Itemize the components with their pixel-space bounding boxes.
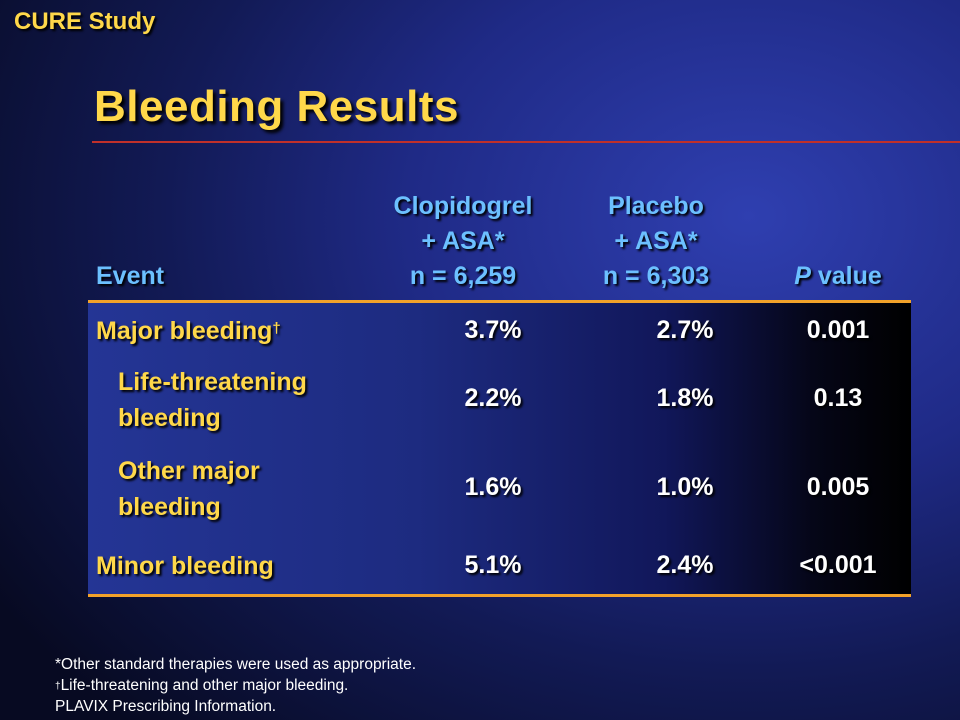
slide-title: Bleeding Results	[94, 82, 459, 131]
row-placebo-value: 2.7%	[656, 316, 714, 344]
header-p-italic: P	[794, 262, 811, 290]
row-event-line1: Life-threatening	[118, 368, 307, 396]
slide-label: CURE Study	[14, 8, 156, 35]
header-placebo-line2: + ASA*	[614, 227, 698, 255]
table-row: Minor bleeding 5.1% 2.4% <0.001	[88, 548, 911, 588]
header-placebo-line3: n = 6,303	[602, 262, 710, 290]
footnote-2-text: Life-threatening and other major bleedin…	[60, 677, 349, 694]
row-event-line2: bleeding	[118, 404, 221, 432]
table-row: Major bleeding† 3.7% 2.7% 0.001	[88, 313, 911, 353]
header-clopidogrel: Clopidogrel + ASA* n = 6,259	[358, 189, 568, 294]
footnotes: *Other standard therapies were used as a…	[55, 654, 416, 717]
row-p-value: 0.001	[806, 316, 870, 344]
header-placebo: Placebo + ASA* n = 6,303	[546, 189, 766, 294]
header-placebo-line1: Placebo	[608, 192, 704, 220]
table-row: Life-threatening bleeding 2.2% 1.8% 0.13	[88, 364, 911, 436]
footnote-dagger: †	[55, 681, 61, 692]
row-p-value: 0.005	[806, 473, 870, 501]
table-body: Major bleeding† 3.7% 2.7% 0.001 Life-thr…	[88, 300, 911, 597]
header-p-rest: value	[810, 262, 882, 290]
row-clopidogrel-value: 2.2%	[464, 384, 522, 412]
table-header: Event Clopidogrel + ASA* n = 6,259 Place…	[88, 190, 911, 300]
row-event: Minor bleeding	[96, 552, 274, 580]
title-divider	[92, 141, 960, 143]
row-p-value: 0.13	[813, 384, 863, 412]
row-event: Major bleeding†	[96, 313, 281, 349]
row-clopidogrel-value: 5.1%	[464, 551, 522, 579]
row-clopidogrel-value: 3.7%	[464, 316, 522, 344]
row-event: Other major bleeding	[118, 453, 260, 525]
row-placebo-value: 1.8%	[656, 384, 714, 412]
row-event-line1: Other major	[118, 457, 260, 485]
header-clopidogrel-line2: + ASA*	[421, 227, 505, 255]
row-event-label: Major bleeding	[96, 317, 273, 345]
footnote-3: PLAVIX Prescribing Information.	[55, 698, 277, 715]
table-row: Other major bleeding 1.6% 1.0% 0.005	[88, 453, 911, 525]
footnote-1: *Other standard therapies were used as a…	[55, 656, 417, 673]
footnote-2: †Life-threatening and other major bleedi…	[55, 675, 416, 696]
row-p-value: <0.001	[799, 551, 877, 579]
row-event: Life-threatening bleeding	[118, 364, 307, 436]
dagger-marker: †	[272, 320, 281, 337]
header-event-label: Event	[96, 262, 165, 290]
results-table: Event Clopidogrel + ASA* n = 6,259 Place…	[88, 190, 911, 597]
header-event: Event	[96, 259, 164, 294]
row-placebo-value: 2.4%	[656, 551, 714, 579]
header-clopidogrel-line1: Clopidogrel	[393, 192, 533, 220]
row-clopidogrel-value: 1.6%	[464, 473, 522, 501]
header-clopidogrel-line3: n = 6,259	[409, 262, 517, 290]
row-placebo-value: 1.0%	[656, 473, 714, 501]
row-event-line2: bleeding	[118, 493, 221, 521]
header-p-value: P value	[738, 259, 938, 294]
